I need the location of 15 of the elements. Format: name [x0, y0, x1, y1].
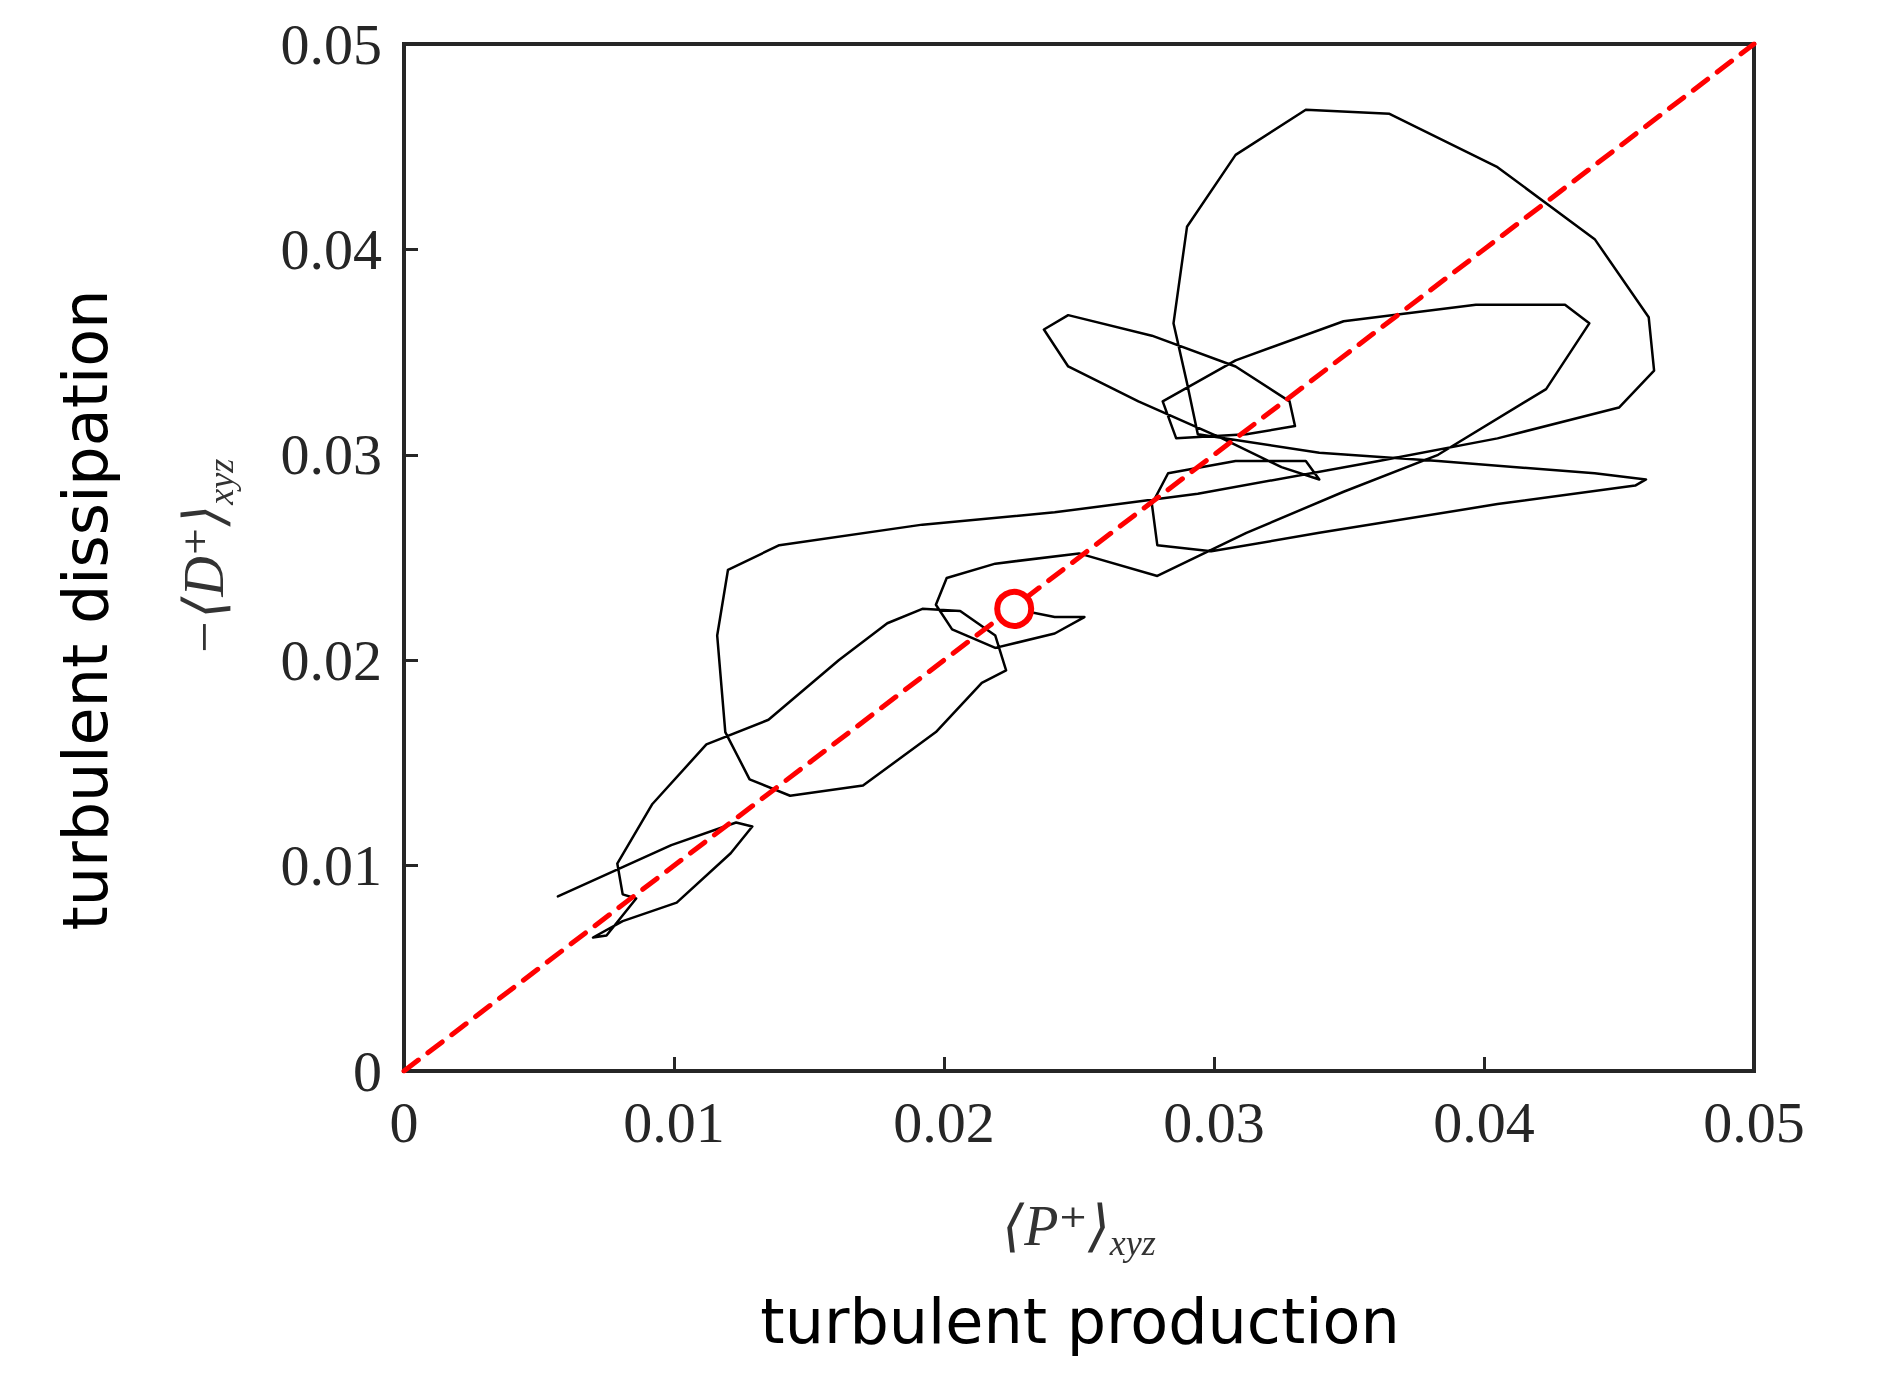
x-tick-label: 0.03	[1163, 1089, 1265, 1155]
x-tick-label: 0.04	[1433, 1089, 1535, 1155]
y-axis-title: −⟨D⁺⟩xyz	[173, 458, 241, 657]
x-tick-label: 0.05	[1703, 1089, 1805, 1155]
line-series	[556, 108, 1656, 939]
y-tick-label: 0.02	[280, 627, 382, 693]
x-tick-label: 0.02	[893, 1089, 995, 1155]
x-tick-label: 0.01	[623, 1089, 725, 1155]
text: turbulent dissipation	[48, 289, 122, 931]
y-tick-label: 0.05	[280, 11, 382, 77]
y-tick-label: 0.04	[280, 216, 382, 282]
y-tick-label: 0	[353, 1038, 382, 1104]
y-tick-label: 0.03	[280, 422, 382, 488]
text: turbulent production	[760, 1284, 1400, 1358]
y-tick-label: 0.01	[280, 833, 382, 899]
